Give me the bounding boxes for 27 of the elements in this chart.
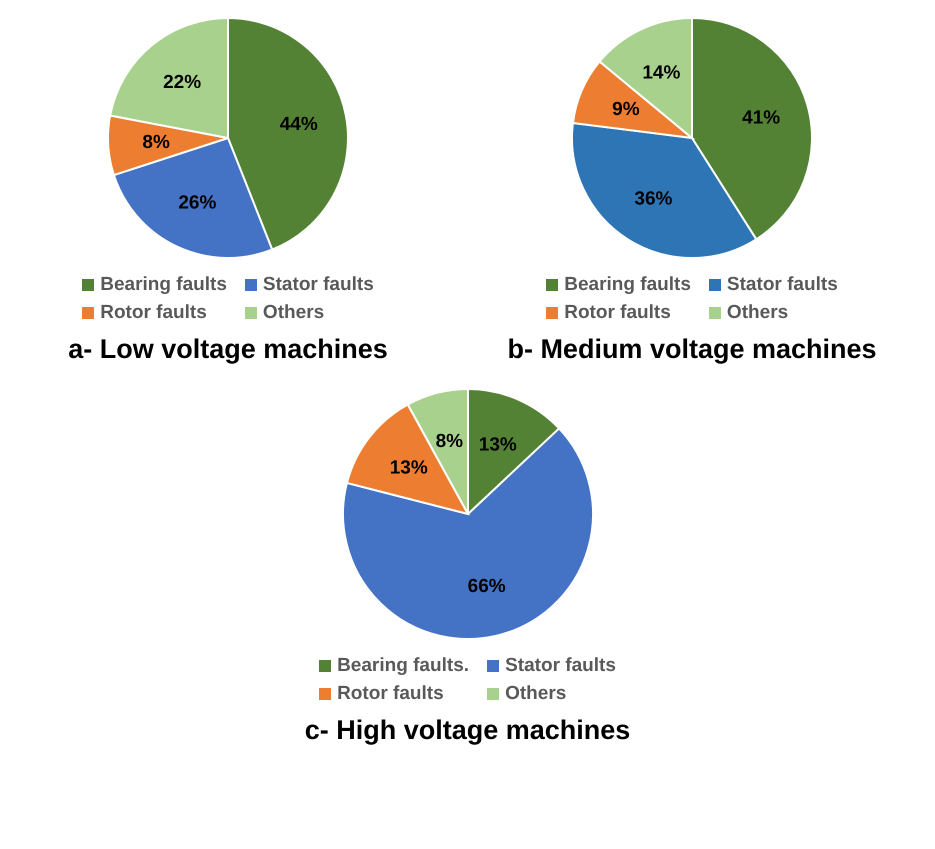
data-label: 22%: [163, 72, 202, 94]
legend-label: Stator faults: [726, 274, 838, 296]
legend-label: Rotor faults: [337, 683, 444, 705]
text: c- High voltage machines: [304, 715, 630, 746]
data-label: 14%: [642, 62, 680, 84]
legend-label: Others: [262, 302, 324, 324]
legend-label: Rotor faults: [100, 302, 207, 324]
legend-label: Bearing faults: [564, 274, 691, 296]
data-label: 36%: [634, 188, 673, 210]
text: a- Low voltage machines: [68, 334, 388, 365]
data-label: 8%: [142, 132, 170, 154]
data-label: 13%: [389, 458, 428, 479]
data-label: 66%: [467, 576, 506, 598]
data-label: 44%: [280, 114, 318, 136]
legend-label: Others: [726, 302, 788, 324]
legend-label: Others: [505, 683, 566, 705]
legend-label: Stator faults: [505, 655, 616, 677]
legend-label: Bearing faults: [100, 274, 227, 296]
data-label: 9%: [612, 98, 640, 120]
legend-label: Rotor faults: [564, 302, 671, 324]
data-label: 13%: [478, 434, 516, 456]
data-label: 8%: [435, 430, 463, 452]
legend-label: Stator faults: [262, 274, 374, 296]
data-label: 26%: [178, 192, 216, 214]
data-label: 41%: [742, 107, 780, 128]
text: b- Medium voltage machines: [507, 334, 877, 365]
legend-label: Bearing faults.: [337, 655, 470, 677]
